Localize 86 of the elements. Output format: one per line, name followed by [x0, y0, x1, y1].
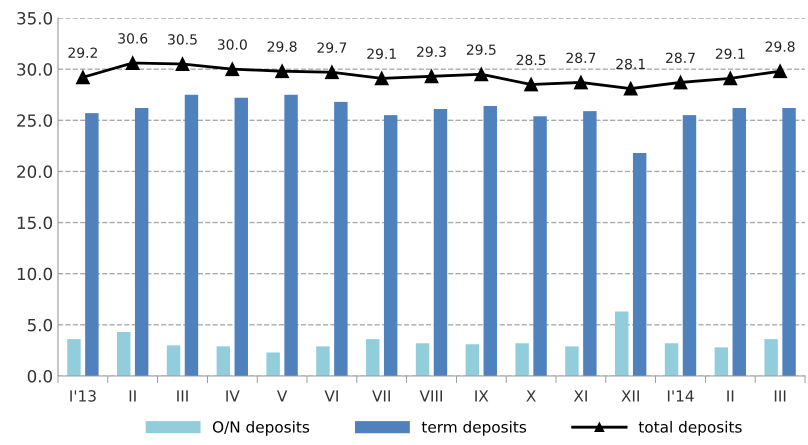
point: [723, 71, 738, 86]
bar: [216, 346, 230, 376]
bar: [316, 346, 330, 376]
x-tick-label: II: [130, 390, 136, 402]
point: [176, 57, 190, 71]
point: [225, 62, 240, 76]
x-tick-label: III: [774, 390, 786, 402]
legend-label: total deposits: [638, 420, 742, 436]
x-tick-label: VI: [324, 390, 338, 402]
bar: [134, 108, 148, 376]
bar: [533, 116, 547, 376]
bar: [266, 352, 280, 376]
data-label: 29.5: [466, 44, 496, 55]
data-label: 28.5: [516, 54, 546, 66]
bar: [434, 109, 448, 376]
x-tick-label: VIII: [420, 390, 442, 402]
y-tick-label: 25.0: [17, 114, 52, 127]
data-label: 28.7: [566, 52, 596, 64]
bar: [67, 339, 81, 376]
x-tick-label: III: [177, 390, 188, 402]
data-label: 29.1: [367, 48, 396, 59]
point: [324, 65, 339, 80]
bar: [565, 346, 579, 376]
data-label: 29.3: [417, 46, 446, 57]
point: [474, 67, 488, 82]
point: [76, 70, 90, 84]
point: [624, 82, 638, 96]
bar: [615, 312, 628, 376]
bar: [85, 113, 99, 376]
point: [524, 78, 538, 92]
point: [574, 75, 588, 90]
x-tick-label: X: [526, 390, 536, 402]
bar: [732, 108, 746, 376]
bar: [184, 94, 198, 376]
data-label: 28.1: [616, 58, 645, 70]
x-tick-label: VII: [372, 390, 390, 402]
data-label: 29.8: [268, 41, 297, 52]
bar: [366, 339, 380, 376]
bar: [384, 115, 398, 376]
x-tick-label: XI: [574, 390, 587, 402]
x-tick-label: I'13: [70, 390, 96, 402]
y-tick-label: 20.0: [17, 165, 52, 178]
data-label: 29.8: [766, 41, 795, 52]
x-tick-label: II: [727, 390, 734, 402]
y-tick-label: 10.0: [18, 268, 52, 280]
bar: [515, 343, 529, 376]
bar: [117, 332, 130, 376]
bar: [466, 344, 480, 376]
data-label: 30.5: [168, 34, 197, 45]
data-label: 29.7: [317, 42, 346, 53]
point: [126, 56, 140, 70]
data-label: 28.7: [666, 52, 695, 64]
bar: [664, 343, 678, 376]
point: [773, 64, 788, 78]
point: [424, 69, 438, 84]
bar: [234, 98, 248, 376]
point: [275, 64, 290, 78]
y-tick-label: 0.0: [28, 370, 52, 383]
bar: [284, 94, 298, 376]
x-tick-label: IX: [475, 390, 488, 402]
data-label: 30.0: [218, 39, 247, 50]
point: [374, 71, 389, 86]
y-tick-label: 5.0: [28, 318, 52, 332]
data-label: 30.6: [118, 33, 148, 44]
x-tick-label: V: [276, 390, 288, 402]
bar: [782, 108, 796, 376]
y-tick-label: 35.0: [17, 12, 52, 25]
data-label: 29.1: [716, 48, 744, 59]
bar: [583, 111, 597, 376]
bar: [632, 153, 646, 376]
bar: [166, 345, 180, 376]
bar: [682, 115, 696, 376]
bar: [334, 102, 348, 376]
legend-label: term deposits: [422, 420, 526, 436]
bar: [714, 347, 728, 376]
y-tick-label: 15.0: [18, 216, 52, 230]
x-tick-label: I'14: [668, 390, 694, 402]
data-label: 29.2: [68, 47, 97, 58]
x-tick-label: XII: [621, 390, 639, 402]
bar: [764, 339, 778, 376]
legend-label: O/N deposits: [212, 420, 310, 436]
bar: [484, 106, 497, 376]
x-tick-label: IV: [226, 390, 240, 402]
point: [674, 75, 688, 90]
y-tick-label: 30.0: [17, 63, 52, 76]
bar: [416, 343, 430, 376]
